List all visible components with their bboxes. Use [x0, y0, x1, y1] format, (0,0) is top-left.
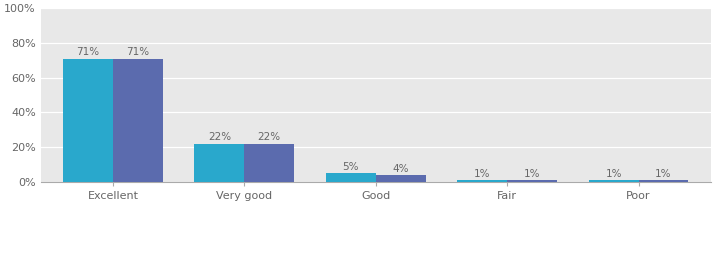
Bar [245, 144, 295, 182]
Text: 1%: 1% [606, 169, 622, 179]
Text: 5%: 5% [342, 162, 359, 172]
Bar [63, 58, 113, 182]
Bar [326, 173, 376, 182]
Text: 22%: 22% [208, 132, 231, 142]
Bar [588, 180, 638, 182]
Text: 1%: 1% [524, 169, 541, 179]
Bar [194, 144, 245, 182]
Text: 1%: 1% [474, 169, 490, 179]
Bar [376, 175, 425, 182]
Bar [638, 180, 689, 182]
Bar [507, 180, 557, 182]
Text: 1%: 1% [655, 169, 672, 179]
Text: 71%: 71% [77, 47, 99, 57]
Bar [113, 58, 163, 182]
Text: 71%: 71% [127, 47, 149, 57]
Bar [457, 180, 507, 182]
Text: 4%: 4% [393, 164, 409, 174]
Text: 22%: 22% [257, 132, 281, 142]
